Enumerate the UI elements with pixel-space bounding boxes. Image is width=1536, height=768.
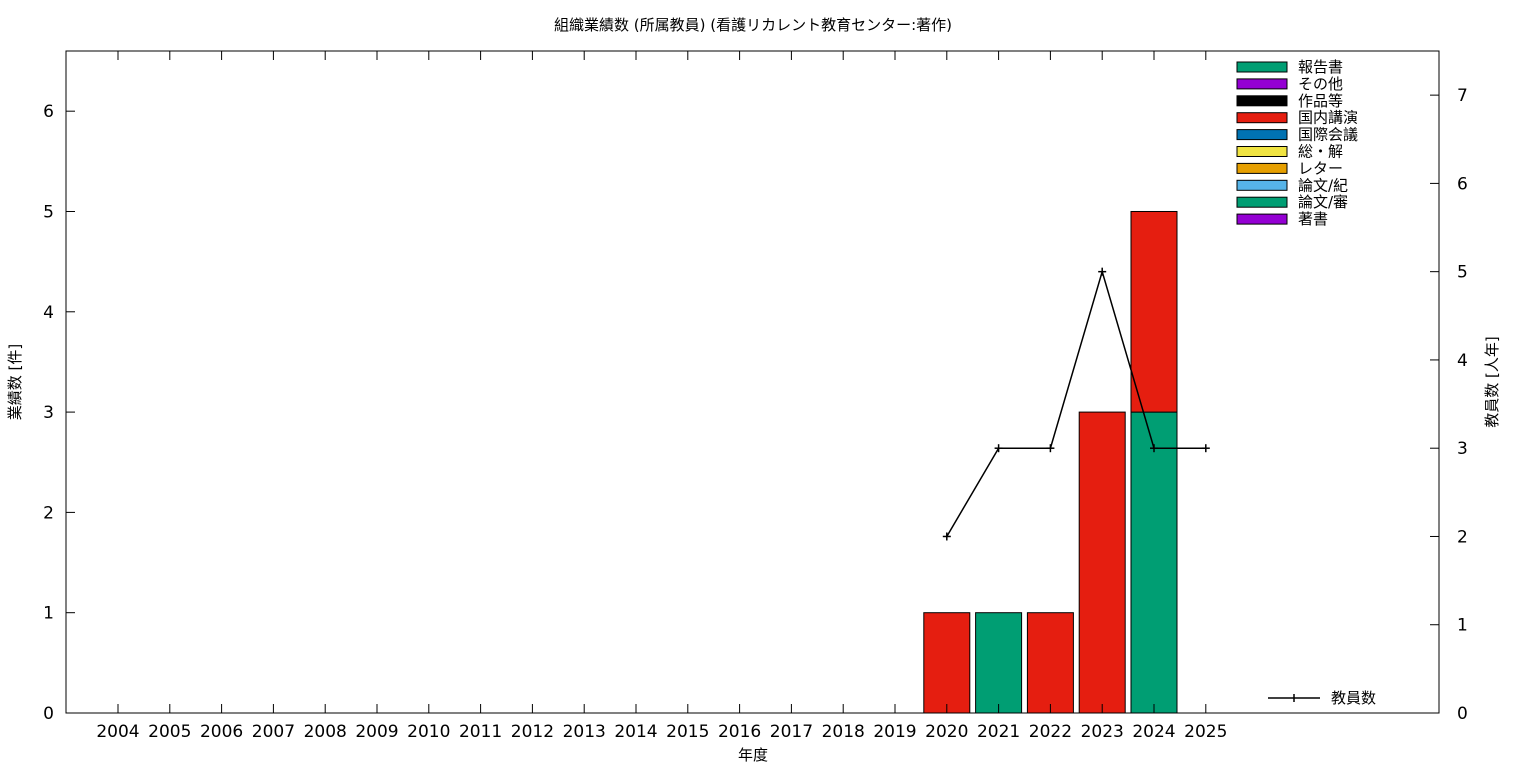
legend-swatch	[1236, 179, 1288, 191]
legend-label: 論文/審	[1298, 193, 1348, 211]
x-tick-label: 2008	[304, 722, 347, 742]
y-tick-label: 4	[43, 303, 54, 323]
y2-tick-label: 3	[1457, 439, 1468, 459]
legend-swatch	[1236, 213, 1288, 225]
x-tick-label: 2017	[770, 722, 813, 742]
x-tick-label: 2016	[718, 722, 761, 742]
y2-tick-label: 0	[1457, 704, 1468, 724]
y-axis-title: 業績数 [件]	[6, 344, 24, 420]
x-tick-label: 2024	[1132, 722, 1175, 742]
bar-segment	[1130, 210, 1178, 413]
legend-swatch	[1236, 129, 1288, 141]
legend-swatch	[1236, 146, 1288, 157]
legend-label: 総・解	[1298, 143, 1343, 161]
y2-axis-ticks: 0 1 2 3 4 5 6 7	[1430, 86, 1468, 724]
line-layer	[942, 267, 1210, 541]
legend-swatch	[1236, 162, 1288, 174]
y2-tick-label: 5	[1457, 263, 1468, 283]
legend-label: レター	[1298, 159, 1343, 177]
y2-axis-title: 教員数 [人年]	[1483, 336, 1501, 427]
y-axis-ticks: 0 1 2 3 4 5 6	[43, 102, 75, 724]
x-tick-label: 2014	[614, 722, 657, 742]
x-tick-label: 2023	[1081, 722, 1124, 742]
bar-segment	[923, 612, 971, 714]
y-tick-label: 3	[43, 403, 54, 423]
bar-segment	[1026, 612, 1074, 714]
bar-segment	[1130, 411, 1178, 714]
x-tick-label: 2021	[977, 722, 1020, 742]
legend-swatch	[1236, 196, 1288, 208]
chart-title: 組織業績数 (所属教員) (看護リカレント教育センター:著作)	[554, 16, 952, 34]
x-tick-label: 2015	[666, 722, 709, 742]
y2-tick-label: 6	[1457, 174, 1468, 194]
x-tick-label: 2007	[252, 722, 295, 742]
x-tick-label: 2012	[511, 722, 554, 742]
x-tick-label: 2013	[563, 722, 606, 742]
x-tick-label: 2005	[148, 722, 191, 742]
legend-line-label: 教員数	[1331, 689, 1376, 707]
x-tick-label: 2009	[355, 722, 398, 742]
x-tick-label: 2006	[200, 722, 243, 742]
legend-label: 作品等	[1298, 92, 1343, 110]
x-axis-title: 年度	[738, 746, 768, 764]
x-tick-label: 2011	[459, 722, 502, 742]
legend-label: 著書	[1298, 210, 1328, 228]
y2-tick-label: 2	[1457, 527, 1468, 547]
legend-label: 国際会議	[1298, 126, 1358, 144]
legend-label: その他	[1298, 75, 1343, 93]
legend-swatch	[1236, 61, 1288, 73]
x-tick-label: 2004	[96, 722, 139, 742]
legend-label: 論文/紀	[1298, 176, 1348, 194]
y2-tick-label: 1	[1457, 616, 1468, 636]
legend-label: 報告書	[1298, 58, 1343, 76]
x-tick-label: 2019	[873, 722, 916, 742]
x-tick-label: 2010	[407, 722, 450, 742]
legend-label: 国内講演	[1298, 109, 1358, 127]
y-tick-label: 0	[43, 704, 54, 724]
legend-swatch	[1236, 78, 1288, 90]
x-tick-label: 2020	[925, 722, 968, 742]
bars-layer	[923, 210, 1178, 714]
y2-tick-label: 4	[1457, 351, 1468, 371]
y-tick-label: 1	[43, 604, 54, 624]
bar-segment	[975, 612, 1023, 714]
bar-segment	[1078, 411, 1126, 714]
x-axis-ticks: 2004 2005 2006 2007 2008 2009 2010 2011 2012 2013…	[96, 51, 1227, 742]
y-tick-label: 2	[43, 503, 54, 523]
plot-frame	[65, 50, 1440, 714]
y-tick-label: 5	[43, 202, 54, 222]
x-tick-label: 2025	[1184, 722, 1227, 742]
y-tick-label: 6	[43, 102, 54, 122]
legend-swatch	[1236, 112, 1288, 124]
x-tick-label: 2018	[822, 722, 865, 742]
y2-tick-label: 7	[1457, 86, 1468, 106]
legend-swatch	[1236, 95, 1288, 107]
faculty-line	[946, 269, 1206, 537]
x-tick-label: 2022	[1029, 722, 1072, 742]
